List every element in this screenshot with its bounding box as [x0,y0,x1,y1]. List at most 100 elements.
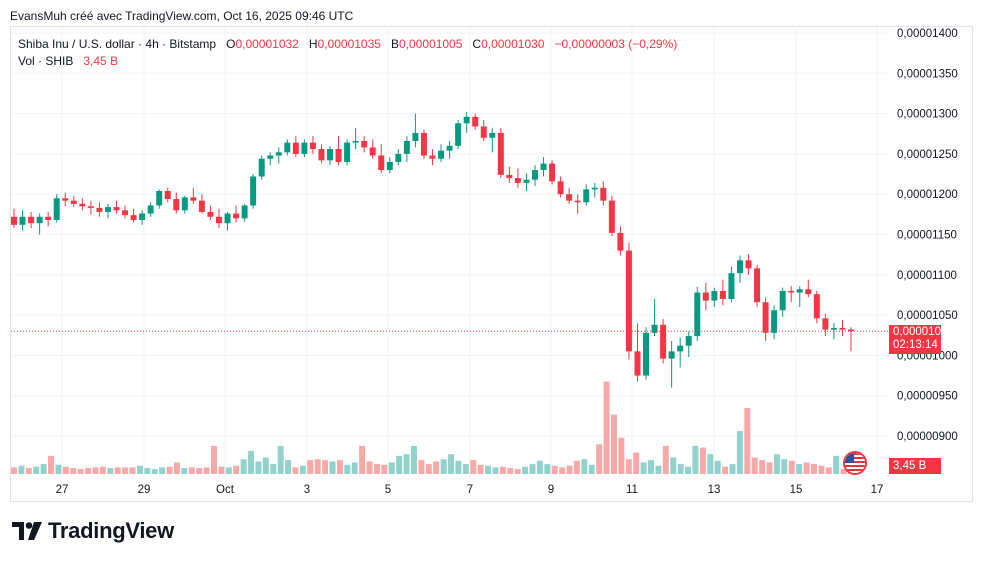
last-price-tag: 0,00001030 02:13:14 [889,325,954,354]
candle-body [369,147,376,156]
time-tick-label: 13 [708,484,721,496]
time-tick-label: Oct [216,484,235,496]
volume-bar [648,460,654,474]
volume-bar [670,457,677,474]
tradingview-logo[interactable]: TradingView [12,518,174,544]
candle-body [540,163,547,171]
volume-bar [240,459,247,474]
candle-body [11,216,17,225]
volume-value: 3,45 B [83,54,119,68]
candle-body [241,205,248,219]
volume-bar [655,465,662,474]
volume-bar [425,464,432,474]
volume-bar [692,445,699,474]
volume-bar [440,459,447,474]
volume-bar [225,467,232,474]
volume-bar [499,466,506,474]
candle-body [19,216,26,225]
candle-body [480,126,487,138]
candle-body [771,310,778,333]
price-change: −0,00000003 (−0,29%) [554,37,678,51]
candle-body [70,200,77,204]
volume-bar [833,455,840,474]
candle-body [181,197,188,211]
volume-bar [522,466,529,474]
volume-bar [144,468,151,474]
volume-bar [462,464,469,474]
volume-bar [781,459,788,474]
candle-body [463,116,470,124]
time-tick-label: 7 [467,484,473,496]
candle-body [79,203,86,207]
volume-bar [336,460,343,474]
volume-tag: 3,45 B [889,458,941,474]
volume-bar [77,469,84,474]
candle-body [207,211,214,217]
us-flag-icon[interactable] [843,451,867,475]
volume-bar [366,461,373,474]
price-tick-label: 0,00001300 [897,109,958,121]
candle-body [215,216,222,224]
candle-body [412,132,419,142]
volume-bar [55,464,62,474]
volume-bar [477,464,484,474]
high-value: 0,00001035 [317,37,381,51]
volume-bar [685,466,692,474]
volume-bars [11,381,854,474]
candle-body [497,132,504,175]
volume-bar [596,444,603,474]
volume-bar [248,450,255,474]
volume-bar [492,467,499,474]
candle-body [685,336,692,346]
candle-body [514,178,521,183]
volume-bar [122,467,129,474]
volume-bar [166,466,173,474]
volume-bar [662,445,669,474]
volume-bar [129,467,136,474]
volume-bar [744,408,751,474]
chart-frame[interactable] [10,26,973,502]
low-value: 0,00001005 [398,37,463,51]
price-tick-label: 0,00000900 [897,431,958,443]
volume-bar [803,462,810,474]
candle-body [87,206,94,208]
volume-bar [136,465,143,474]
volume-bar [433,461,440,474]
volume-bar [818,465,825,474]
candle-body [719,290,726,299]
symbol-title[interactable]: Shiba Inu / U.S. dollar · 4h · Bitstamp [18,37,217,51]
candle-body [438,150,445,159]
volume-bar [410,445,417,474]
candle-body [378,155,385,171]
volume-bar [99,466,106,474]
chart-legend: Shiba Inu / U.S. dollar · 4h · Bitstamp … [18,36,677,70]
candle-body [779,290,786,311]
volume-bar [307,460,314,474]
tradingview-logo-icon [12,522,42,540]
candle-body [523,179,530,183]
price-tick-label: 0,00001400 [897,28,958,40]
candle-body [258,158,265,177]
candle-body [156,190,163,206]
volume-bar [188,467,195,474]
volume-bar [514,469,521,474]
volume-label[interactable]: Vol · SHIB [18,54,74,68]
time-tick-label: 27 [56,484,69,496]
volume-bar [766,462,773,474]
open-label: O [226,37,236,51]
volume-bar [581,459,588,474]
volume-bar [299,465,306,474]
candles [11,111,854,388]
candle-body [549,163,556,182]
candle-body [472,116,479,127]
volume-bar [107,468,114,474]
candle-body [122,210,129,216]
volume-bar [788,460,795,474]
candle-body [233,213,240,219]
time-tick-label: 17 [871,484,884,496]
candle-body [455,123,462,146]
volume-bar [173,462,180,474]
volume-bar [699,447,706,474]
volume-bar [196,468,203,474]
